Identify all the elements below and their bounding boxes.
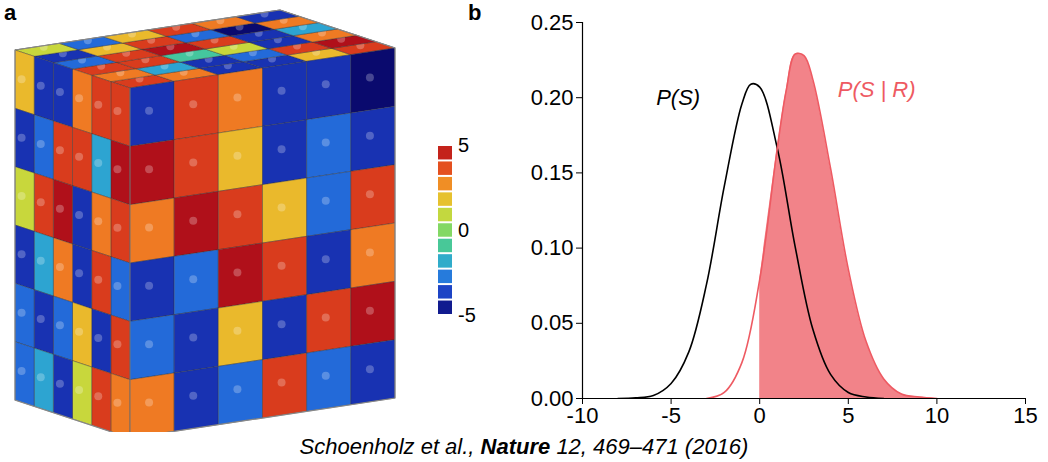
html-text:Schoenholz et al., Nature 12,: Schoenholz et al., Nature 12, 469–471 (2…	[299, 434, 749, 459]
svg-text:0.20: 0.20	[531, 85, 574, 110]
svg-text:-5: -5	[661, 403, 681, 428]
svg-text:0.00: 0.00	[530, 385, 574, 411]
svg-text:10: 10	[925, 403, 949, 428]
svg-text:-5: -5	[458, 304, 476, 326]
svg-text:0: 0	[458, 219, 469, 241]
svg-text:a: a	[4, 0, 17, 25]
html-text:b: b	[468, 0, 482, 25]
svg-text:0.10: 0.10	[531, 235, 574, 260]
svg-text:15: 15	[1013, 403, 1037, 428]
svg-text:5: 5	[842, 403, 854, 428]
svg-text:0: 0	[754, 403, 766, 428]
svg-text:0.15: 0.15	[531, 160, 574, 185]
svg-text:-10: -10	[567, 403, 599, 428]
svg-text:P(S | R): P(S | R)	[838, 77, 916, 102]
svg-text:0.25: 0.25	[531, 10, 574, 35]
svg-text:5: 5	[458, 134, 469, 156]
svg-text:0.05: 0.05	[531, 310, 574, 335]
svg-text:P(S): P(S)	[656, 85, 700, 110]
